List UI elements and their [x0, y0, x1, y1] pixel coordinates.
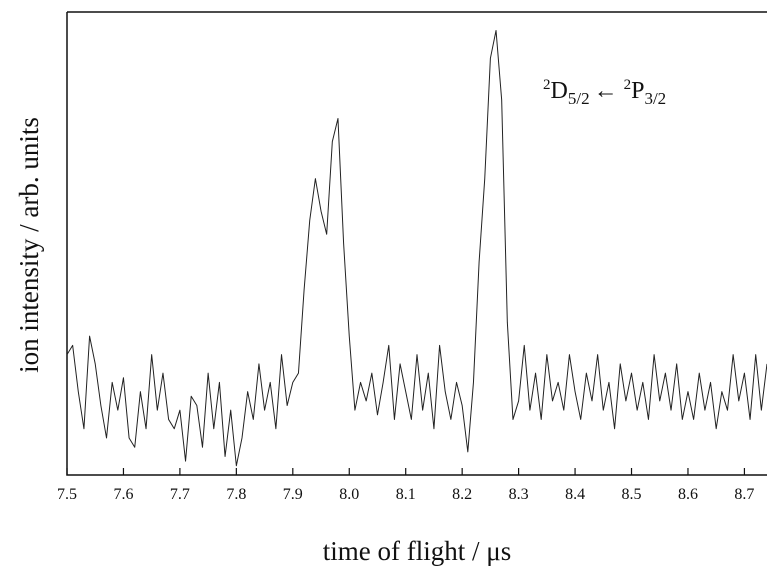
- y-axis-label: ion intensity / arb. units: [14, 117, 44, 373]
- x-tick-label: 8.7: [734, 486, 754, 503]
- x-tick-label: 7.5: [57, 486, 77, 503]
- annotation: 2D5/2 ← 2P3/2: [543, 77, 666, 108]
- signal-line: [66, 30, 767, 467]
- annotation-part: 3/2: [644, 89, 666, 108]
- annotation-part: D: [551, 78, 568, 104]
- x-tick-label: 8.2: [452, 486, 472, 503]
- x-tick-label: 8.3: [509, 486, 529, 503]
- annotation-part: 2: [624, 77, 632, 93]
- x-tick-label: 8.4: [565, 486, 585, 503]
- x-tick-label: 7.8: [226, 486, 246, 503]
- annotation-part: 5/2: [568, 89, 590, 108]
- x-tick-label: 8.6: [678, 486, 698, 503]
- annotation-part: P: [631, 78, 644, 104]
- x-tick-label: 7.6: [113, 486, 133, 503]
- annotation-part: 2: [543, 77, 551, 93]
- annotation-part: ←: [594, 78, 618, 104]
- plot-frame: [66, 11, 767, 476]
- x-tick-label: 8.5: [622, 486, 642, 503]
- x-tick-label: 8.0: [339, 486, 359, 503]
- x-tick-label: 8.1: [396, 486, 416, 503]
- x-axis-label: time of flight / μs: [323, 536, 511, 566]
- x-tick-label: 7.9: [283, 486, 303, 503]
- x-tick-label: 7.7: [170, 486, 190, 503]
